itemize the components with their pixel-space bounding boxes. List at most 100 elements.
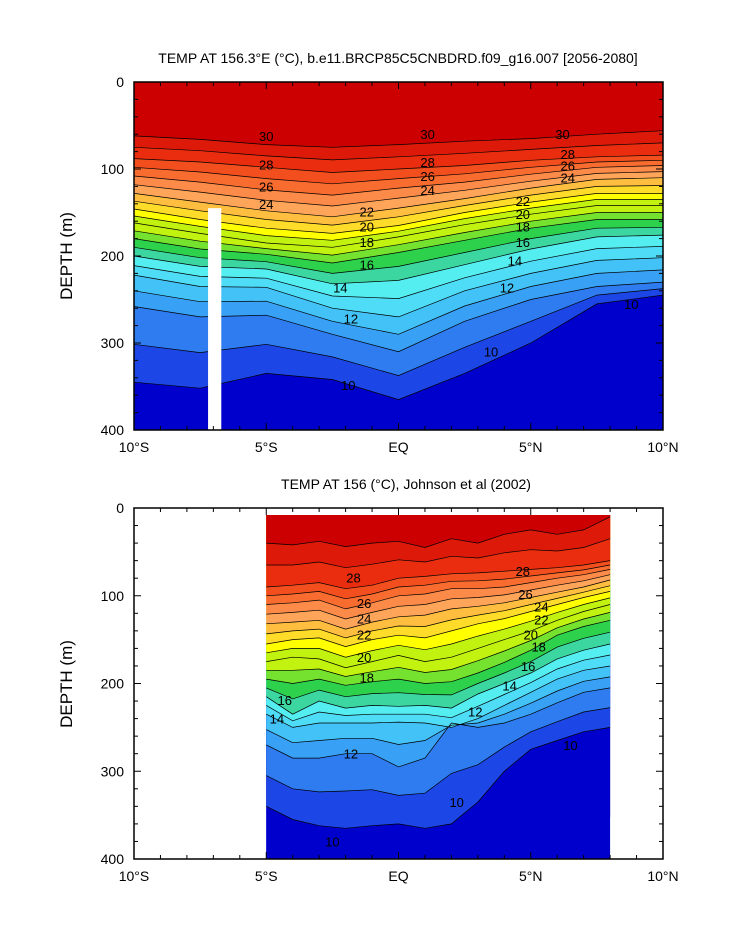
isotherm-line [266, 516, 611, 548]
contour-label: 10 [563, 738, 577, 753]
isotherm-line [134, 257, 663, 318]
x-tick-label: 5°S [255, 439, 278, 455]
isotherm-line [134, 246, 663, 299]
isotherm-line [266, 687, 611, 768]
isotherm-line [134, 269, 663, 335]
isotherm-line [266, 619, 611, 686]
isotherm-line [266, 597, 611, 658]
contour-fill [134, 82, 663, 430]
contour-label: 10 [325, 834, 339, 849]
missing-data-gap [208, 208, 222, 430]
contour-label: 10 [449, 795, 463, 810]
contour-label: 22 [516, 194, 530, 209]
contour-label: 18 [360, 670, 374, 685]
contour-label: 28 [516, 564, 530, 579]
axis-ticks: 10°S 5°S EQ 5°N 10°N 0 100 200 300 400 [101, 74, 679, 455]
isotherm-line [134, 185, 663, 226]
isotherm-line [134, 171, 663, 207]
isotherm-line [266, 727, 611, 829]
isotherm-line [266, 643, 611, 715]
isotherm-line [266, 574, 611, 620]
contour-label: 14 [270, 712, 284, 727]
isotherm-line [266, 591, 611, 647]
contour-label: 30 [259, 129, 273, 144]
contour-label: 20 [516, 207, 530, 222]
contour-label: 26 [561, 159, 575, 174]
isotherm-line [134, 226, 663, 274]
isotherm-line [266, 538, 611, 569]
isotherm-line [134, 159, 663, 185]
panel-title: TEMP AT 156.3°E (°C), b.e11.BRCP85C5CNBD… [158, 50, 637, 66]
isotherm-line [134, 142, 663, 161]
isotherm-line [266, 707, 611, 796]
isotherm-line [134, 130, 663, 148]
contour-label: 20 [360, 219, 374, 234]
contour-label: 24 [259, 197, 273, 212]
isotherm-line [266, 631, 611, 700]
x-tick-label: EQ [388, 868, 408, 884]
contour-label: 28 [420, 155, 434, 170]
isotherm-line [134, 212, 663, 256]
isotherm-line [266, 564, 611, 600]
isotherm-line [134, 199, 663, 241]
contour-label: 26 [259, 179, 273, 194]
isotherm-line [134, 165, 663, 196]
isotherm-line [266, 585, 611, 639]
y-tick-label: 200 [101, 248, 125, 264]
isotherm-line [266, 604, 611, 669]
axis-ticks: 10°S 5°S EQ 5°N 10°N 0 100 200 300 400 [101, 500, 679, 884]
y-tick-label: 0 [116, 500, 124, 516]
contour-label: 12 [344, 312, 358, 327]
y-axis-label: DEPTH (m) [57, 640, 76, 728]
isotherm-line [134, 177, 663, 218]
isotherm-line [134, 219, 663, 264]
contour-label: 20 [524, 627, 538, 642]
contour-label: 18 [516, 219, 530, 234]
isotherm-line [134, 294, 663, 400]
contour-label: 14 [333, 280, 347, 295]
y-tick-label: 200 [101, 676, 125, 692]
contour-label: 22 [360, 205, 374, 220]
contour-label: 16 [516, 235, 530, 250]
isotherm-line [266, 579, 611, 630]
x-tick-label: 5°N [519, 439, 543, 455]
isotherm-line [134, 288, 663, 376]
contour-label: 22 [357, 627, 371, 642]
contour-band [266, 515, 611, 548]
contour-label: 12 [344, 747, 358, 762]
contour-label: 28 [346, 570, 360, 585]
isotherm-line [266, 654, 611, 722]
isotherm-line [266, 665, 611, 728]
contour-label: 30 [555, 127, 569, 142]
x-tick-label: 10°S [119, 439, 150, 455]
contour-label: 18 [531, 640, 545, 655]
isotherm-line [134, 234, 663, 285]
contour-label: 26 [357, 596, 371, 611]
contour-label: 26 [518, 587, 532, 602]
x-tick-label: EQ [388, 439, 408, 455]
contour-label: 12 [468, 705, 482, 720]
contour-label: 24 [357, 612, 371, 627]
contour-label: 10 [624, 297, 638, 312]
contour-label: 14 [502, 678, 516, 693]
contour-label: 16 [278, 693, 292, 708]
isotherm-line [134, 193, 663, 234]
contour-labels: 28 28262624242222202018181616141412121010… [270, 564, 578, 849]
contour-lines [134, 130, 663, 430]
x-tick-label: 10°N [647, 868, 678, 884]
y-axis-label: DEPTH (m) [57, 212, 76, 300]
isotherm-line [134, 205, 663, 248]
contour-label: 16 [360, 258, 374, 273]
panel-observed: TEMP AT 156 (°C), Johnson et al (2002) 2… [57, 476, 679, 884]
x-tick-label: 5°S [255, 868, 278, 884]
contour-label: 20 [357, 650, 371, 665]
y-tick-label: 100 [101, 588, 125, 604]
x-tick-label: 10°S [119, 868, 150, 884]
isotherm-line [266, 676, 611, 745]
y-tick-label: 100 [101, 161, 125, 177]
isotherm-line [134, 154, 663, 173]
y-tick-label: 400 [101, 422, 125, 438]
y-tick-label: 300 [101, 335, 125, 351]
